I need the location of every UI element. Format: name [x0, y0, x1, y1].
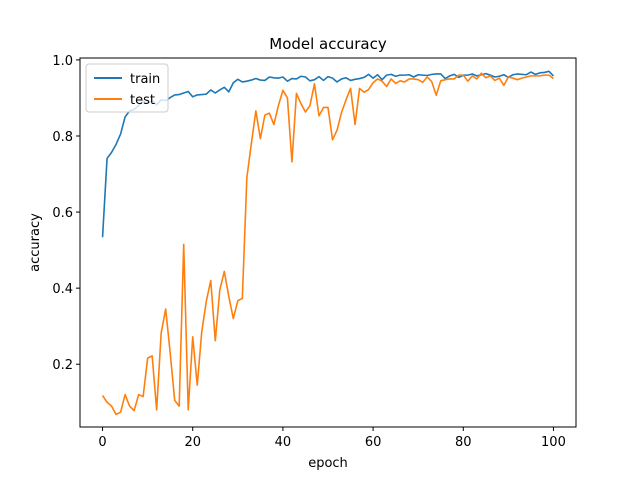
y-tick-label: 0.2 — [52, 358, 73, 373]
series-line-test — [101, 72, 554, 416]
y-tick-label: 0.8 — [52, 130, 73, 145]
y-tick-label: 1.0 — [52, 54, 73, 69]
chart-title: Model accuracy — [269, 35, 387, 53]
legend: train test — [85, 63, 169, 113]
x-tick-label: 40 — [275, 435, 292, 450]
plot-frame — [79, 57, 577, 428]
x-tick-label: 20 — [184, 435, 201, 450]
series-line-train — [101, 70, 555, 238]
x-tick-label: 60 — [365, 435, 382, 450]
series-layer — [101, 70, 555, 416]
legend-label-test: test — [130, 93, 155, 108]
x-tick-label: 0 — [98, 435, 106, 450]
x-tick-label: 100 — [541, 435, 566, 450]
y-tick-label: 0.6 — [52, 206, 73, 221]
legend-label-train: train — [130, 72, 160, 87]
x-tick-label: 80 — [455, 435, 472, 450]
y-axis-ticks: 0.2 0.4 0.6 0.8 1.0 — [52, 54, 80, 373]
y-axis-label: accuracy — [28, 213, 43, 272]
x-axis-label: epoch — [308, 456, 348, 471]
y-tick-label: 0.4 — [52, 282, 73, 297]
x-axis-ticks: 0 20 40 60 80 100 — [98, 427, 566, 450]
